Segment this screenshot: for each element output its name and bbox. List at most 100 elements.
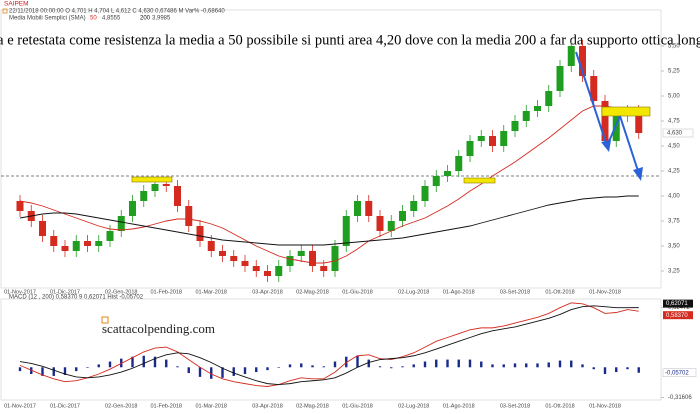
candle-body <box>61 246 69 251</box>
histogram-bar <box>300 363 303 368</box>
candle-body <box>522 111 530 121</box>
x-tick-label: 02-Gen-2018 <box>105 403 137 409</box>
histogram-bar <box>592 367 595 370</box>
histogram-bar <box>41 367 44 376</box>
x-tick-label: 01-Nov-2018 <box>589 403 621 409</box>
candle-body <box>16 201 24 211</box>
histogram-bar <box>153 356 157 368</box>
candle-body <box>185 206 193 226</box>
value-box <box>663 299 693 308</box>
macd-line <box>19 302 639 387</box>
legend-value: 4,8555 <box>102 16 121 22</box>
histogram-bar <box>626 367 629 370</box>
site: scattacolpending.com <box>102 321 215 336</box>
candle-body <box>106 231 114 241</box>
histogram-bar <box>457 359 460 368</box>
candle-body <box>612 116 620 141</box>
moving-average <box>19 195 639 246</box>
candle-body <box>50 236 58 246</box>
histogram-bar <box>637 367 640 373</box>
candle-body <box>72 241 80 251</box>
candle-body <box>84 241 91 246</box>
x-tick-label: 01-Giu-2018 <box>342 289 373 295</box>
histogram-bar <box>63 367 67 375</box>
candle-body <box>579 46 586 76</box>
x-tick-label: 01-Mar-2018 <box>196 403 228 409</box>
x-tick-label: 01-Dic-2017 <box>50 403 80 409</box>
histogram-bar <box>581 364 584 368</box>
candle-body <box>230 256 238 261</box>
candle-body <box>264 271 271 276</box>
histogram-bar <box>277 367 280 368</box>
candle-body <box>95 241 103 246</box>
candle-body <box>309 251 316 266</box>
x-tick-label: 03-Apr-2018 <box>252 289 283 295</box>
x-tick-label: 01-Mar-2018 <box>196 289 228 295</box>
macd-line <box>19 305 639 386</box>
candle-body <box>399 211 406 221</box>
candle-body <box>275 266 283 276</box>
candle-body <box>511 121 519 131</box>
candle-body <box>590 76 598 101</box>
value-box <box>662 368 697 378</box>
histogram-bar <box>86 367 89 368</box>
arrow <box>575 51 608 147</box>
sma-legend: Media Mobili Semplici (SMA) <box>9 16 86 22</box>
histogram-bar <box>570 360 573 368</box>
y-tick-label: 4,75 <box>668 119 680 125</box>
histogram-bar <box>243 367 247 375</box>
histogram-bar <box>221 367 224 378</box>
candle-body <box>162 184 170 186</box>
macd-legend: MACD (12 , 200) 0,58370 9 0,62071 Hist -… <box>9 295 144 301</box>
histogram-bar <box>131 356 134 368</box>
candle-body <box>129 201 136 216</box>
y-tick-label: -0,31606 <box>668 395 692 401</box>
x-tick-label: 03-Set-2018 <box>500 289 530 295</box>
x-tick-label: 01-Feb-2018 <box>151 403 183 409</box>
histogram-bar <box>288 364 292 368</box>
candle-body <box>286 256 294 266</box>
candle-body <box>252 266 260 271</box>
icon <box>2 8 8 14</box>
last-price-label: 4,630 <box>667 131 683 137</box>
histogram-bar <box>187 367 190 374</box>
histogram-bar <box>142 355 145 368</box>
y-tick-label: 5,00 <box>668 94 680 100</box>
arrow-head <box>633 167 643 181</box>
candle-body <box>219 251 226 256</box>
candle-body <box>477 136 485 141</box>
candle-body <box>635 111 643 133</box>
histogram-bar <box>210 367 213 379</box>
histogram-bar <box>232 367 235 376</box>
x-tick-label: 03-Set-2018 <box>500 403 530 409</box>
histogram-bar <box>322 366 325 368</box>
y-tick-label: 5,25 <box>668 69 680 75</box>
candle-body <box>455 156 463 171</box>
x-tick-label: 01-Giu-2018 <box>342 403 373 409</box>
histogram-bar <box>435 359 438 368</box>
candle-body <box>297 251 305 256</box>
histogram-bar <box>390 367 393 369</box>
x-tick-label: 03-Apr-2018 <box>252 403 283 409</box>
histogram-bar <box>52 367 55 376</box>
moving-average <box>19 105 639 264</box>
histogram-bar <box>446 359 449 368</box>
histogram-bar <box>536 363 539 368</box>
site-icon <box>101 316 109 324</box>
histogram-bar <box>547 362 550 368</box>
histogram-bar <box>255 367 258 373</box>
candle-body <box>489 136 496 146</box>
annotation: rotta e retestata come resistenza la med… <box>0 32 700 48</box>
histogram-bar <box>615 367 618 373</box>
candle-body <box>534 106 541 111</box>
x-tick-label: 02-Gen-2018 <box>105 289 137 295</box>
histogram-bar <box>378 366 382 368</box>
price-frame <box>0 9 662 289</box>
macd-frame <box>0 298 662 401</box>
highlight <box>601 106 651 117</box>
candle-body <box>556 66 564 91</box>
histogram-bar <box>176 366 179 368</box>
candle-body <box>39 221 46 236</box>
candle-body <box>331 246 339 271</box>
histogram-bar <box>18 367 22 372</box>
